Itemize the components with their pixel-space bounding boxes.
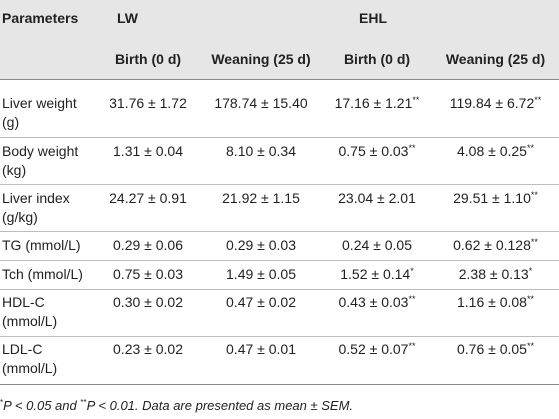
header-lw-birth: Birth (0 d): [114, 51, 182, 67]
footnote-text: P < 0.05 and: [3, 398, 81, 413]
row-rule: [0, 231, 559, 232]
row-label-unit: (g/kg): [2, 209, 38, 225]
cell-value: 1.52 ± 0.14*: [340, 266, 414, 282]
cell-value: 0.52 ± 0.07**: [338, 341, 416, 357]
cell-value: 178.74 ± 15.40: [214, 95, 308, 111]
cell-value: 1.49 ± 0.05: [226, 266, 296, 282]
header-group-ehl: EHL: [359, 10, 387, 26]
row-label: Tch (mmol/L): [2, 266, 83, 282]
cell-value: 0.47 ± 0.02: [226, 294, 296, 310]
header-rule: [0, 79, 559, 80]
bottom-rule: [0, 384, 559, 385]
row-rule: [0, 184, 559, 185]
cell-value: 23.04 ± 2.01: [338, 190, 416, 206]
row-rule: [0, 260, 559, 261]
cell-value: 21.92 ± 1.15: [222, 190, 300, 206]
cell-value: 29.51 ± 1.10**: [453, 190, 538, 206]
header-ehl-weaning: Weaning (25 d): [445, 51, 546, 67]
cell-value: 1.16 ± 0.08**: [457, 294, 534, 310]
row-label: Body weight: [2, 143, 79, 159]
cell-value: 0.29 ± 0.06: [113, 237, 183, 253]
row-label-unit: (mmol/L): [2, 313, 58, 329]
row-rule: [0, 289, 559, 290]
header-ehl-birth: Birth (0 d): [343, 51, 411, 67]
row-label: LDL-C: [2, 341, 43, 357]
cell-value: 0.75 ± 0.03**: [338, 143, 416, 159]
cell-value: 8.10 ± 0.34: [226, 143, 296, 159]
footnote-mark: **: [80, 398, 87, 407]
cell-value: 0.75 ± 0.03: [113, 266, 183, 282]
cell-value: 2.38 ± 0.13*: [458, 266, 533, 282]
cell-value: 0.24 ± 0.05: [342, 237, 412, 253]
cell-value: 0.43 ± 0.03**: [338, 294, 416, 310]
header-background: [0, 0, 559, 79]
cell-value: 119.84 ± 6.72**: [449, 95, 542, 111]
header-parameters: Parameters: [2, 10, 79, 26]
header-group-lw: LW: [117, 10, 138, 26]
cell-value: 0.62 ± 0.128**: [453, 237, 538, 253]
row-rule: [0, 336, 559, 337]
cell-value: 31.76 ± 1.72: [109, 95, 187, 111]
cell-value: 0.23 ± 0.02: [113, 341, 183, 357]
cell-value: 17.16 ± 1.21**: [334, 95, 420, 111]
table-footnote: *P < 0.05 and **P < 0.01. Data are prese…: [0, 398, 353, 413]
cell-value: 0.30 ± 0.02: [113, 294, 183, 310]
row-label: TG (mmol/L): [2, 237, 81, 253]
row-label: HDL-C: [2, 294, 45, 310]
row-label-unit: (kg): [2, 162, 27, 178]
row-label: Liver weight: [2, 95, 77, 111]
row-label-unit: (mmol/L): [2, 360, 58, 376]
footnote-mark: *: [0, 398, 4, 407]
cell-value: 0.76 ± 0.05**: [457, 341, 534, 357]
row-label: Liver index: [2, 190, 70, 206]
footnote-text: P < 0.01. Data are presented as mean ± S…: [86, 398, 354, 413]
cell-value: 4.08 ± 0.25**: [457, 143, 534, 159]
header-lw-weaning: Weaning (25 d): [211, 51, 311, 67]
cell-value: 0.29 ± 0.03: [226, 237, 296, 253]
cell-value: 24.27 ± 0.91: [109, 190, 187, 206]
row-rule: [0, 137, 559, 138]
cell-value: 1.31 ± 0.04: [113, 143, 183, 159]
cell-value: 0.47 ± 0.01: [226, 341, 296, 357]
row-label-unit: (g): [2, 114, 20, 130]
